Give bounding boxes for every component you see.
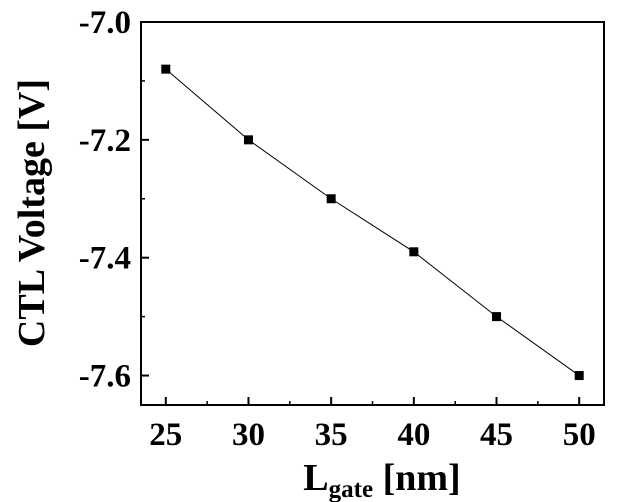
x-tick-label-0: 25 [149,417,182,453]
y-tick-label-0: -7.0 [79,5,131,41]
data-point-4 [492,312,502,322]
x-axis-title-main: L [303,457,328,499]
series-line-0 [165,68,580,376]
plot-frame [140,21,605,406]
data-point-3 [409,247,419,257]
x-axis-title: Lgate [nm] [303,457,460,502]
x-axis: 25 30 35 40 45 50 [149,397,596,453]
x-tick-label-1: 30 [232,417,265,453]
y-tick-label-2: -7.4 [79,241,131,277]
x-axis-title-subscript: gate [329,476,373,502]
y-tick-label-1: -7.2 [79,123,131,159]
data-point-5 [574,371,584,381]
y-tick-label-3: -7.6 [79,359,131,395]
x-tick-label-3: 40 [397,417,430,453]
series-layer [161,64,584,381]
data-point-0 [161,64,171,74]
x-tick-label-5: 50 [563,417,596,453]
y-axis-title: CTL Voltage [V] [11,79,53,347]
x-tick-label-2: 35 [315,417,348,453]
data-point-1 [243,135,253,145]
y-axis: -7.0 -7.2 -7.4 -7.6 [79,5,149,395]
data-point-2 [326,194,336,204]
x-tick-label-4: 45 [480,417,513,453]
x-axis-title-unit: [nm] [373,457,461,499]
